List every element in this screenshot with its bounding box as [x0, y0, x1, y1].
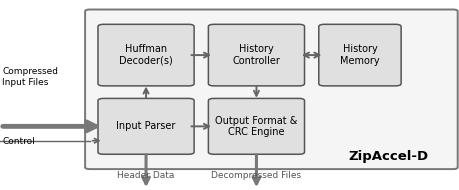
FancyBboxPatch shape — [85, 10, 457, 169]
Text: History
Memory: History Memory — [339, 44, 379, 66]
FancyBboxPatch shape — [318, 24, 400, 86]
Text: ZipAccel-D: ZipAccel-D — [348, 150, 428, 163]
FancyBboxPatch shape — [208, 98, 304, 154]
Text: Output Format &
CRC Engine: Output Format & CRC Engine — [215, 116, 297, 137]
Text: Input Parser: Input Parser — [116, 121, 175, 131]
Text: Decompressed Files: Decompressed Files — [211, 171, 301, 180]
Text: Header Data: Header Data — [117, 171, 174, 180]
FancyBboxPatch shape — [98, 24, 194, 86]
FancyBboxPatch shape — [98, 98, 194, 154]
FancyBboxPatch shape — [208, 24, 304, 86]
Text: Huffman
Decoder(s): Huffman Decoder(s) — [119, 44, 173, 66]
Text: Compressed
Input Files: Compressed Input Files — [2, 67, 58, 87]
Text: History
Controller: History Controller — [232, 44, 280, 66]
Text: Control: Control — [2, 137, 35, 146]
